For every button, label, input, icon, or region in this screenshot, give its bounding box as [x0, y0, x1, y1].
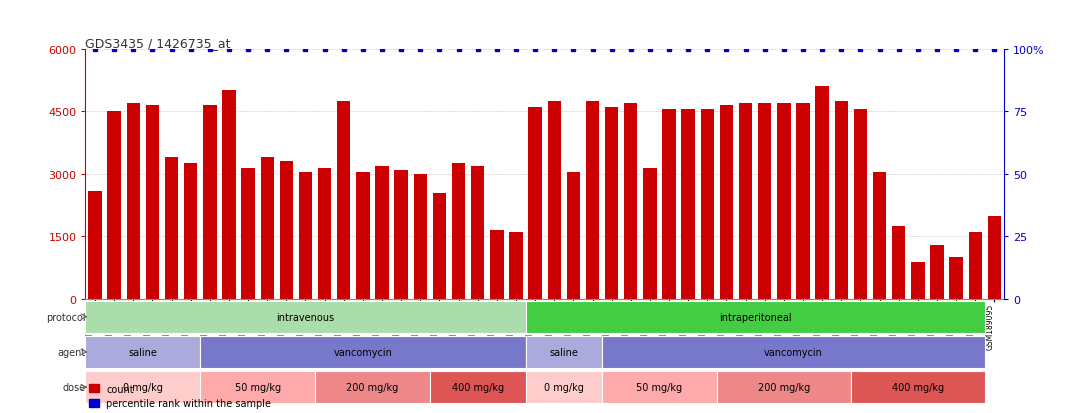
Bar	[89, 191, 101, 299]
Text: agent: agent	[58, 347, 85, 357]
Bar	[145, 106, 159, 299]
Bar	[261, 158, 273, 299]
FancyBboxPatch shape	[525, 336, 602, 368]
FancyBboxPatch shape	[85, 301, 525, 333]
Bar	[949, 258, 962, 299]
Bar	[758, 104, 771, 299]
Text: saline: saline	[549, 347, 578, 357]
Text: 400 mg/kg: 400 mg/kg	[452, 382, 504, 392]
Text: 0 mg/kg: 0 mg/kg	[123, 382, 162, 392]
FancyBboxPatch shape	[851, 371, 985, 403]
FancyBboxPatch shape	[602, 336, 985, 368]
Bar	[988, 216, 1001, 299]
Bar	[529, 108, 541, 299]
Bar	[184, 164, 198, 299]
Bar	[701, 110, 714, 299]
Text: 50 mg/kg: 50 mg/kg	[637, 382, 682, 392]
Bar	[873, 172, 886, 299]
FancyBboxPatch shape	[525, 371, 602, 403]
Bar	[548, 102, 561, 299]
Text: 200 mg/kg: 200 mg/kg	[757, 382, 810, 392]
Bar	[624, 104, 638, 299]
Text: intraperitoneal: intraperitoneal	[719, 312, 791, 322]
Bar	[509, 233, 522, 299]
Text: 400 mg/kg: 400 mg/kg	[892, 382, 944, 392]
Bar	[778, 104, 790, 299]
FancyBboxPatch shape	[429, 371, 525, 403]
Bar	[853, 110, 867, 299]
Bar	[318, 168, 331, 299]
Bar	[299, 172, 312, 299]
Bar	[452, 164, 466, 299]
FancyBboxPatch shape	[315, 371, 429, 403]
Bar	[604, 108, 618, 299]
Bar	[797, 104, 810, 299]
Bar	[471, 166, 485, 299]
Bar	[681, 110, 695, 299]
Bar	[567, 172, 580, 299]
Text: vancomycin: vancomycin	[333, 347, 392, 357]
Text: intravenous: intravenous	[277, 312, 334, 322]
Bar	[203, 106, 217, 299]
Bar	[127, 104, 140, 299]
Bar	[834, 102, 848, 299]
Bar	[892, 226, 906, 299]
Bar	[108, 112, 121, 299]
Bar	[337, 102, 350, 299]
Text: saline: saline	[128, 347, 157, 357]
FancyBboxPatch shape	[525, 301, 985, 333]
Bar	[930, 245, 944, 299]
Text: dose: dose	[62, 382, 85, 392]
Bar	[662, 110, 676, 299]
Bar	[241, 168, 255, 299]
Bar	[394, 170, 408, 299]
Text: GDS3435 / 1426735_at: GDS3435 / 1426735_at	[85, 37, 231, 50]
Bar	[643, 168, 657, 299]
Bar	[911, 262, 925, 299]
Text: 200 mg/kg: 200 mg/kg	[346, 382, 398, 392]
Bar	[280, 162, 293, 299]
Bar	[720, 106, 733, 299]
FancyBboxPatch shape	[85, 336, 201, 368]
Text: vancomycin: vancomycin	[764, 347, 822, 357]
Text: 50 mg/kg: 50 mg/kg	[235, 382, 281, 392]
FancyBboxPatch shape	[85, 371, 201, 403]
Bar	[357, 172, 370, 299]
FancyBboxPatch shape	[201, 371, 315, 403]
Bar	[969, 233, 981, 299]
Bar	[816, 87, 829, 299]
FancyBboxPatch shape	[602, 371, 717, 403]
Bar	[375, 166, 389, 299]
Bar	[164, 158, 178, 299]
Text: 0 mg/kg: 0 mg/kg	[544, 382, 584, 392]
Bar	[413, 174, 427, 299]
Bar	[433, 193, 446, 299]
Text: protocol: protocol	[46, 312, 85, 322]
FancyBboxPatch shape	[201, 336, 525, 368]
Bar	[586, 102, 599, 299]
Bar	[490, 231, 503, 299]
Bar	[739, 104, 752, 299]
Legend: count, percentile rank within the sample: count, percentile rank within the sample	[85, 380, 276, 412]
Bar	[222, 91, 236, 299]
FancyBboxPatch shape	[717, 371, 851, 403]
